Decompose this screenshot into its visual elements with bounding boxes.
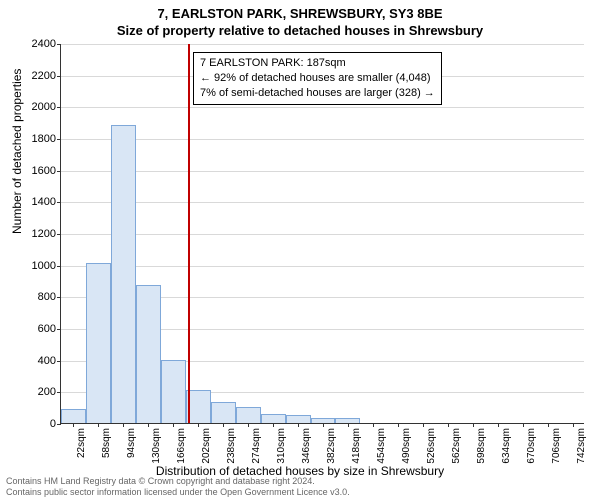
xtick-label: 94sqm	[126, 428, 137, 458]
xtick-label: 490sqm	[401, 428, 412, 464]
footer-attribution: Contains HM Land Registry data © Crown c…	[6, 476, 350, 498]
ytick-label: 2200	[6, 70, 56, 82]
gridline	[61, 44, 584, 45]
marker-line	[188, 44, 190, 423]
ytick-mark	[57, 139, 61, 140]
page-title-address: 7, EARLSTON PARK, SHREWSBURY, SY3 8BE	[0, 0, 600, 21]
xtick-mark	[323, 423, 324, 427]
annotation-line1: 7 EARLSTON PARK: 187sqm	[200, 56, 435, 71]
xtick-mark	[373, 423, 374, 427]
ytick-mark	[57, 234, 61, 235]
xtick-mark	[423, 423, 424, 427]
xtick-mark	[448, 423, 449, 427]
xtick-label: 706sqm	[551, 428, 562, 464]
gridline	[61, 202, 584, 203]
xtick-mark	[523, 423, 524, 427]
xtick-label: 562sqm	[451, 428, 462, 464]
histogram-bar	[111, 125, 136, 423]
xtick-mark	[223, 423, 224, 427]
ytick-label: 1600	[6, 165, 56, 177]
xtick-mark	[248, 423, 249, 427]
histogram-bar	[136, 285, 161, 423]
ytick-label: 600	[6, 323, 56, 335]
ytick-mark	[57, 171, 61, 172]
xtick-label: 418sqm	[351, 428, 362, 464]
xtick-mark	[498, 423, 499, 427]
ytick-label: 800	[6, 291, 56, 303]
xtick-label: 634sqm	[501, 428, 512, 464]
ytick-label: 400	[6, 355, 56, 367]
ytick-label: 2000	[6, 101, 56, 113]
ytick-label: 1800	[6, 133, 56, 145]
ytick-mark	[57, 202, 61, 203]
ytick-label: 1400	[6, 196, 56, 208]
chart-container: 22sqm58sqm94sqm130sqm166sqm202sqm238sqm2…	[60, 44, 584, 424]
gridline	[61, 171, 584, 172]
xtick-mark	[398, 423, 399, 427]
histogram-bar	[61, 409, 86, 423]
ytick-mark	[57, 266, 61, 267]
xtick-label: 346sqm	[301, 428, 312, 464]
footer-line1: Contains HM Land Registry data © Crown c…	[6, 476, 350, 487]
y-axis-label: Number of detached properties	[10, 69, 24, 234]
footer-line2: Contains public sector information licen…	[6, 487, 350, 498]
ytick-label: 0	[6, 418, 56, 430]
histogram-bar	[236, 407, 261, 423]
xtick-mark	[573, 423, 574, 427]
xtick-mark	[273, 423, 274, 427]
xtick-mark	[123, 423, 124, 427]
xtick-label: 598sqm	[476, 428, 487, 464]
xtick-mark	[173, 423, 174, 427]
xtick-mark	[198, 423, 199, 427]
annotation-line2: ← 92% of detached houses are smaller (4,…	[200, 71, 435, 86]
ytick-mark	[57, 361, 61, 362]
annotation-line3: 7% of semi-detached houses are larger (3…	[200, 86, 435, 101]
xtick-mark	[473, 423, 474, 427]
xtick-label: 238sqm	[226, 428, 237, 464]
page-title-subtitle: Size of property relative to detached ho…	[0, 21, 600, 38]
xtick-label: 310sqm	[276, 428, 287, 464]
xtick-label: 670sqm	[526, 428, 537, 464]
ytick-label: 2400	[6, 38, 56, 50]
gridline	[61, 266, 584, 267]
histogram-bar	[261, 414, 286, 424]
xtick-label: 382sqm	[326, 428, 337, 464]
ytick-mark	[57, 392, 61, 393]
xtick-mark	[348, 423, 349, 427]
xtick-label: 526sqm	[426, 428, 437, 464]
ytick-mark	[57, 76, 61, 77]
gridline	[61, 234, 584, 235]
xtick-label: 130sqm	[151, 428, 162, 464]
gridline	[61, 139, 584, 140]
xtick-mark	[98, 423, 99, 427]
annotation-box: 7 EARLSTON PARK: 187sqm← 92% of detached…	[193, 52, 442, 105]
xtick-mark	[298, 423, 299, 427]
xtick-label: 58sqm	[101, 428, 112, 458]
ytick-mark	[57, 44, 61, 45]
xtick-mark	[148, 423, 149, 427]
plot-area: 22sqm58sqm94sqm130sqm166sqm202sqm238sqm2…	[60, 44, 584, 424]
histogram-bar	[86, 263, 111, 423]
histogram-bar	[161, 360, 186, 423]
histogram-bar	[211, 402, 236, 423]
xtick-label: 742sqm	[576, 428, 587, 464]
xtick-label: 454sqm	[376, 428, 387, 464]
xtick-label: 22sqm	[76, 428, 87, 458]
gridline	[61, 107, 584, 108]
ytick-mark	[57, 329, 61, 330]
ytick-mark	[57, 297, 61, 298]
xtick-mark	[548, 423, 549, 427]
ytick-mark	[57, 107, 61, 108]
ytick-mark	[57, 424, 61, 425]
ytick-label: 1200	[6, 228, 56, 240]
xtick-label: 166sqm	[176, 428, 187, 464]
histogram-bar	[286, 415, 311, 423]
xtick-mark	[73, 423, 74, 427]
ytick-label: 200	[6, 386, 56, 398]
xtick-label: 274sqm	[251, 428, 262, 464]
ytick-label: 1000	[6, 260, 56, 272]
xtick-label: 202sqm	[201, 428, 212, 464]
